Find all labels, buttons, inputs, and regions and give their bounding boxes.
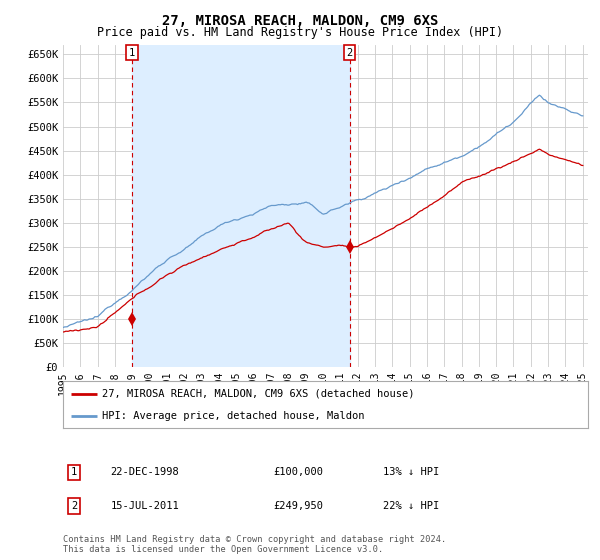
Text: 2: 2: [346, 48, 353, 58]
Text: 27, MIROSA REACH, MALDON, CM9 6XS (detached house): 27, MIROSA REACH, MALDON, CM9 6XS (detac…: [103, 389, 415, 399]
Text: 22-DEC-1998: 22-DEC-1998: [110, 468, 179, 478]
Text: 13% ↓ HPI: 13% ↓ HPI: [383, 468, 439, 478]
Bar: [132, 45, 350, 367]
Text: HPI: Average price, detached house, Maldon: HPI: Average price, detached house, Mald…: [103, 410, 365, 421]
Text: £100,000: £100,000: [273, 468, 323, 478]
Text: Contains HM Land Registry data © Crown copyright and database right 2024.
This d: Contains HM Land Registry data © Crown c…: [63, 535, 446, 554]
Text: Price paid vs. HM Land Registry's House Price Index (HPI): Price paid vs. HM Land Registry's House …: [97, 26, 503, 39]
Text: 1: 1: [71, 468, 77, 478]
Text: 27, MIROSA REACH, MALDON, CM9 6XS: 27, MIROSA REACH, MALDON, CM9 6XS: [162, 14, 438, 28]
Text: £249,950: £249,950: [273, 501, 323, 511]
Text: 22% ↓ HPI: 22% ↓ HPI: [383, 501, 439, 511]
Text: 1: 1: [128, 48, 135, 58]
Text: 15-JUL-2011: 15-JUL-2011: [110, 501, 179, 511]
Text: 2: 2: [71, 501, 77, 511]
